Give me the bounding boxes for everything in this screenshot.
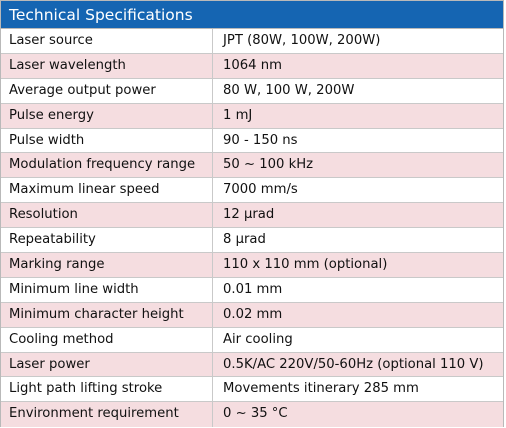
spec-label: Laser source [1,29,213,53]
spec-value: 0.5K/AC 220V/50-60Hz (optional 110 V) [223,356,484,372]
spec-value: Movements itinerary 285 mm [223,381,419,397]
spec-value: Air cooling [223,331,293,347]
table-row: Maximum linear speed 7000 mm/s [1,178,503,204]
table-title: Technical Specifications [1,1,503,29]
spec-label: Pulse energy [1,103,213,128]
spec-value: 1 mJ [223,107,253,123]
table-row: Environment requirement 0 ~ 35 °C [1,402,503,428]
spec-label: Laser wavelength [1,53,213,78]
spec-value: 90 - 150 ns [223,132,298,148]
table-row: Laser wavelength 1064 nm [1,53,503,79]
table-row: Minimum character height 0.02 mm [1,302,503,328]
spec-label: Repeatability [1,228,213,253]
spec-label: Resolution [1,203,213,228]
table-row: Pulse width 90 - 150 ns [1,128,503,154]
table-row: Average output power 80 W, 100 W, 200W [1,78,503,104]
spec-label: Average output power [1,78,213,103]
spec-label: Maximum linear speed [1,178,213,203]
table-row: Repeatability 8 μrad [1,228,503,254]
spec-value: JPT (80W, 100W, 200W) [223,33,381,48]
table-row: Laser power 0.5K/AC 220V/50-60Hz (option… [1,352,503,378]
spec-label: Minimum line width [1,277,213,302]
spec-value: 0.02 mm [223,306,283,322]
spec-label: Marking range [1,253,213,277]
spec-value: 50 ~ 100 kHz [223,157,314,173]
table-row: Pulse energy 1 mJ [1,103,503,129]
spec-value: 1064 nm [223,57,282,73]
spec-label: Light path lifting stroke [1,377,213,402]
spec-value: 80 W, 100 W, 200W [223,82,355,98]
table-row: Modulation frequency range 50 ~ 100 kHz [1,153,503,179]
spec-value: 12 μrad [223,207,275,223]
table-row: Marking range 110 x 110 mm (optional) [1,253,503,278]
spec-label: Modulation frequency range [1,153,213,178]
table-row: Resolution 12 μrad [1,203,503,229]
spec-label: Minimum character height [1,302,213,327]
table-row: Cooling method Air cooling [1,327,503,353]
table-row: Minimum line width 0.01 mm [1,277,503,303]
spec-value: 0.01 mm [223,281,283,297]
spec-label: Pulse width [1,128,213,153]
spec-value: 7000 mm/s [223,182,298,198]
spec-value: 110 x 110 mm (optional) [223,257,388,273]
spec-label: Laser power [1,352,213,377]
spec-label: Environment requirement [1,402,213,428]
spec-value: 0 ~ 35 °C [223,406,288,422]
spec-value: 8 μrad [223,232,266,248]
table-row: Laser source JPT (80W, 100W, 200W) [1,29,503,54]
spec-label: Cooling method [1,327,213,352]
table-row: Light path lifting stroke Movements itin… [1,377,503,403]
